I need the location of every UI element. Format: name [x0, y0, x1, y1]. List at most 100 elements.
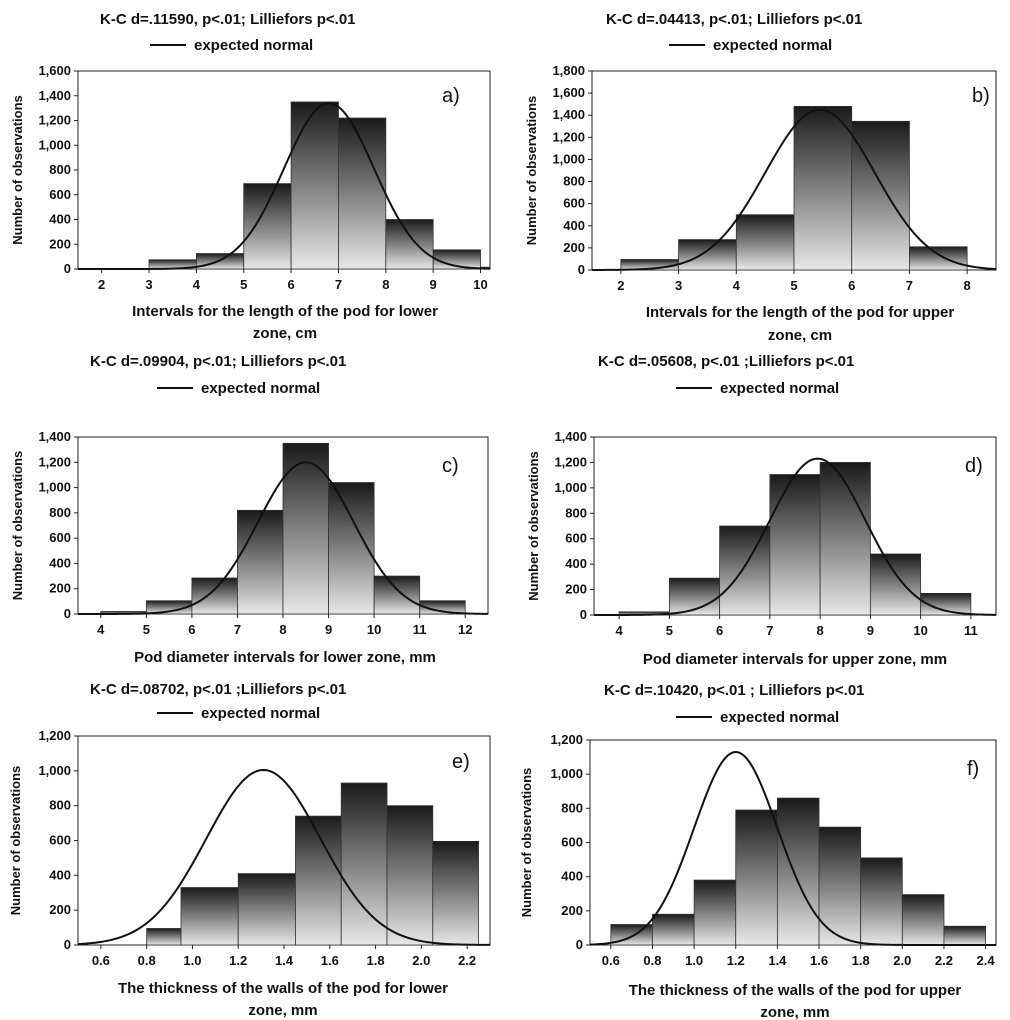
x-tick-label: 5	[666, 623, 673, 638]
x-tick-label: 1.6	[321, 953, 339, 968]
x-axis-label: zone, mm	[760, 1004, 829, 1020]
histogram-bar	[735, 809, 778, 946]
y-tick-label: 400	[49, 212, 71, 227]
x-tick-label: 4	[97, 622, 105, 637]
y-tick-label: 1,000	[552, 151, 585, 166]
x-tick-label: 1.4	[275, 953, 294, 968]
histogram-bar	[678, 239, 737, 271]
x-tick-label: 9	[430, 277, 437, 292]
histogram-bar	[237, 873, 296, 946]
panel-c: K-C d=.09904, p<.01; Lilliefors p<.01 exp…	[10, 353, 489, 666]
stats-title: K-C d=.05608, p<.01 ;Lilliefors p<.01	[598, 353, 854, 370]
histogram-bar	[776, 797, 820, 946]
x-tick-label: 1.0	[685, 953, 703, 968]
legend-label: expected normal	[713, 37, 832, 54]
y-tick-label: 800	[49, 798, 71, 813]
normal-curve	[592, 108, 997, 271]
x-axis-label: zone, mm	[248, 1002, 317, 1019]
histogram-bar	[385, 219, 434, 270]
x-tick-label: 2	[98, 277, 105, 292]
x-tick-label: 1.2	[727, 953, 745, 968]
histogram-bar	[693, 879, 737, 946]
x-tick-label: 8	[279, 622, 286, 637]
normal-curve	[77, 768, 491, 946]
histogram-bar	[909, 246, 968, 271]
y-tick-label: 0	[64, 261, 71, 276]
y-axis-label: Number of observations	[526, 451, 541, 601]
y-tick-label: 400	[565, 556, 587, 571]
x-tick-label: 9	[325, 622, 332, 637]
x-tick-label: 9	[867, 623, 874, 638]
y-tick-label: 0	[580, 607, 587, 622]
histogram-bar	[869, 553, 922, 616]
x-tick-label: 0.6	[602, 953, 620, 968]
x-tick-label: 1.8	[367, 953, 385, 968]
y-tick-label: 400	[563, 218, 585, 233]
y-tick-label: 600	[49, 187, 71, 202]
legend-label: expected normal	[194, 37, 313, 54]
x-axis-label: Pod diameter intervals for upper zone, m…	[643, 651, 947, 668]
histogram-bar	[920, 592, 972, 616]
y-tick-label: 1,200	[554, 454, 587, 469]
histogram-bar	[386, 805, 434, 946]
x-axis-label: Intervals for the length of the pod for …	[646, 304, 954, 321]
x-tick-label: 3	[675, 278, 682, 293]
y-tick-label: 200	[49, 236, 71, 251]
histogram-bar	[652, 913, 695, 946]
y-tick-label: 200	[565, 582, 587, 597]
y-tick-label: 1,400	[554, 429, 587, 444]
x-tick-label: 6	[188, 622, 195, 637]
x-tick-label: 10	[913, 623, 927, 638]
histogram-bar	[818, 826, 862, 946]
y-tick-label: 800	[49, 162, 71, 177]
histogram-bar	[735, 214, 795, 271]
y-tick-label: 800	[565, 505, 587, 520]
x-tick-label: 5	[240, 277, 247, 292]
y-tick-label: 600	[561, 835, 583, 850]
histogram-bar	[432, 840, 479, 946]
stats-title: K-C d=.09904, p<.01; Lilliefors p<.01	[90, 353, 346, 370]
histogram-bar	[237, 509, 284, 615]
legend-label: expected normal	[720, 380, 839, 397]
y-tick-label: 1,000	[38, 480, 71, 495]
histogram-bar	[290, 101, 339, 270]
y-tick-label: 1,400	[552, 107, 585, 122]
x-tick-label: 8	[964, 278, 971, 293]
x-axis-label: Intervals for the length of the pod for …	[132, 303, 438, 320]
histogram-bar	[243, 183, 292, 270]
y-tick-label: 1,400	[38, 429, 71, 444]
histogram-bar	[432, 249, 481, 270]
x-tick-label: 4	[733, 278, 741, 293]
y-tick-label: 1,200	[552, 129, 585, 144]
x-tick-label: 1.6	[810, 953, 828, 968]
y-tick-label: 600	[49, 833, 71, 848]
histogram-bar	[851, 120, 910, 271]
normal-curve	[78, 461, 489, 615]
y-tick-label: 800	[49, 505, 71, 520]
y-tick-label: 600	[565, 531, 587, 546]
x-tick-label: 7	[234, 622, 241, 637]
panel-letter: a)	[442, 85, 460, 107]
panel-e: K-C d=.08702, p<.01 ;Lilliefors p<.01 exp…	[8, 681, 491, 1019]
legend-label: expected normal	[201, 380, 320, 397]
histogram-bar	[719, 525, 771, 616]
x-tick-label: 6	[848, 278, 855, 293]
x-tick-label: 4	[616, 623, 624, 638]
legend-label: expected normal	[720, 709, 839, 726]
x-tick-label: 2	[617, 278, 624, 293]
y-tick-label: 600	[49, 530, 71, 545]
x-tick-label: 2.0	[893, 953, 911, 968]
y-tick-label: 1,200	[38, 728, 71, 743]
x-tick-label: 10	[473, 277, 487, 292]
y-tick-label: 200	[49, 902, 71, 917]
y-tick-label: 800	[563, 174, 585, 189]
y-axis-label: Number of observations	[8, 766, 23, 916]
normal-curve	[594, 457, 997, 616]
y-tick-label: 1,800	[552, 63, 585, 78]
x-tick-label: 11	[413, 622, 427, 637]
x-tick-label: 6	[716, 623, 723, 638]
legend-label: expected normal	[201, 705, 320, 722]
x-tick-label: 1.0	[183, 953, 201, 968]
histogram-bar	[340, 782, 388, 946]
y-tick-label: 1,000	[38, 763, 71, 778]
